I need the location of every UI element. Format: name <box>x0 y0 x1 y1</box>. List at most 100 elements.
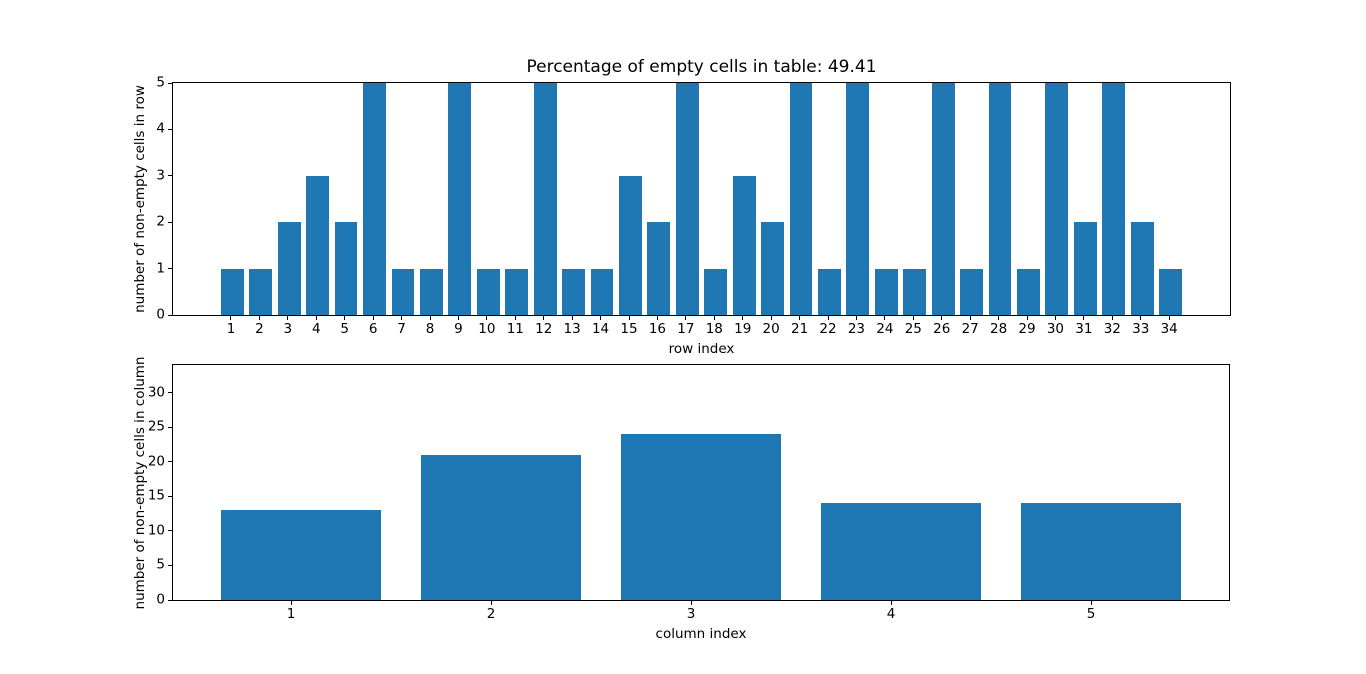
y-tick-mark <box>168 392 173 394</box>
x-tick-mark <box>1111 315 1113 320</box>
x-tick-mark <box>685 315 687 320</box>
plot-area <box>173 365 1229 600</box>
bar <box>789 83 813 315</box>
y-tick-mark <box>168 461 173 463</box>
x-tick-mark <box>1054 315 1056 320</box>
x-tick-label: 29 <box>1018 321 1036 337</box>
y-tick-label: 25 <box>147 418 165 435</box>
y-tick-mark <box>168 128 173 130</box>
bar <box>675 83 699 315</box>
y-tick-label: 1 <box>156 259 165 276</box>
bar <box>821 503 981 600</box>
bar <box>732 175 756 315</box>
y-tick-label: 30 <box>147 383 165 400</box>
x-tick-label: 3 <box>686 606 696 622</box>
x-tick-mark <box>287 315 289 320</box>
x-tick-label: 2 <box>486 606 496 622</box>
y-tick-mark <box>168 314 173 316</box>
y-tick-label: 10 <box>147 522 165 539</box>
x-tick-label: 9 <box>454 321 463 337</box>
x-tick-mark <box>713 315 715 320</box>
x-tick-label: 20 <box>762 321 780 337</box>
x-tick-label: 28 <box>989 321 1008 337</box>
x-tick-mark <box>1168 315 1170 320</box>
x-tick-mark <box>344 315 346 320</box>
x-tick-mark <box>1140 315 1142 320</box>
bar <box>1045 83 1069 315</box>
bar <box>621 434 781 600</box>
bar <box>818 268 841 315</box>
x-axis-label: row index <box>668 341 735 357</box>
bar <box>420 268 443 315</box>
x-tick-mark <box>457 315 459 320</box>
y-tick-mark <box>168 495 173 497</box>
x-tick-mark <box>656 315 658 320</box>
y-tick-mark <box>168 530 173 532</box>
x-tick-label: 21 <box>790 321 809 337</box>
x-tick-label: 31 <box>1075 321 1093 337</box>
x-tick-mark <box>770 315 772 320</box>
bar <box>590 268 614 315</box>
y-tick-mark <box>168 221 173 223</box>
bar <box>421 454 581 600</box>
x-tick-mark <box>486 315 488 320</box>
bar <box>1159 268 1182 315</box>
y-tick-label: 4 <box>156 120 165 137</box>
x-tick-mark <box>600 315 602 320</box>
bar <box>221 268 244 315</box>
bar <box>988 83 1012 315</box>
x-tick-label: 27 <box>961 321 979 337</box>
bar <box>647 222 671 315</box>
column-bar-chart: column index number of non-empty cells i… <box>132 356 1230 641</box>
bar <box>1130 222 1154 315</box>
x-tick-mark <box>543 315 545 320</box>
x-tick-label: 1 <box>226 321 236 337</box>
y-tick-label: 5 <box>156 556 165 573</box>
bar <box>334 222 358 315</box>
x-tick-mark <box>890 600 892 605</box>
chart-title: Percentage of empty cells in table: 49.4… <box>526 57 877 78</box>
x-tick-label: 8 <box>425 321 435 337</box>
x-tick-label: 16 <box>648 321 667 337</box>
x-tick-label: 24 <box>876 321 894 337</box>
x-tick-label: 7 <box>397 321 406 337</box>
x-tick-mark <box>912 315 914 320</box>
y-tick-mark <box>168 268 173 270</box>
x-tick-mark <box>290 600 292 605</box>
x-tick-mark <box>884 315 886 320</box>
bar <box>306 175 330 315</box>
x-tick-mark <box>998 315 1000 320</box>
x-tick-label: 25 <box>904 321 922 337</box>
x-tick-mark <box>372 315 374 320</box>
x-tick-mark <box>514 315 516 320</box>
bar <box>1102 83 1126 315</box>
x-tick-label: 1 <box>286 606 296 622</box>
x-tick-mark <box>969 315 971 320</box>
x-tick-mark <box>855 315 857 320</box>
x-tick-label: 33 <box>1132 321 1150 337</box>
x-tick-mark <box>230 315 232 320</box>
x-tick-label: 3 <box>283 321 293 337</box>
x-tick-label: 34 <box>1160 321 1178 337</box>
bar <box>931 83 955 315</box>
x-tick-label: 17 <box>677 321 695 337</box>
y-tick-label: 0 <box>156 306 165 323</box>
bar <box>1021 503 1181 600</box>
x-tick-mark <box>258 315 260 320</box>
bar <box>505 268 529 315</box>
bar <box>761 222 784 315</box>
plot-area <box>173 83 1230 315</box>
x-tick-mark <box>1083 315 1085 320</box>
x-tick-mark <box>1026 315 1028 320</box>
x-tick-label: 6 <box>368 321 378 337</box>
x-tick-mark <box>827 315 829 320</box>
y-tick-mark <box>168 564 173 566</box>
x-tick-label: 32 <box>1103 321 1121 337</box>
x-tick-mark <box>742 315 744 320</box>
x-tick-label: 30 <box>1046 321 1065 337</box>
x-tick-label: 5 <box>1086 606 1096 622</box>
bar <box>903 268 927 315</box>
x-tick-mark <box>628 315 630 320</box>
x-tick-mark <box>429 315 431 320</box>
x-tick-label: 14 <box>591 321 610 337</box>
